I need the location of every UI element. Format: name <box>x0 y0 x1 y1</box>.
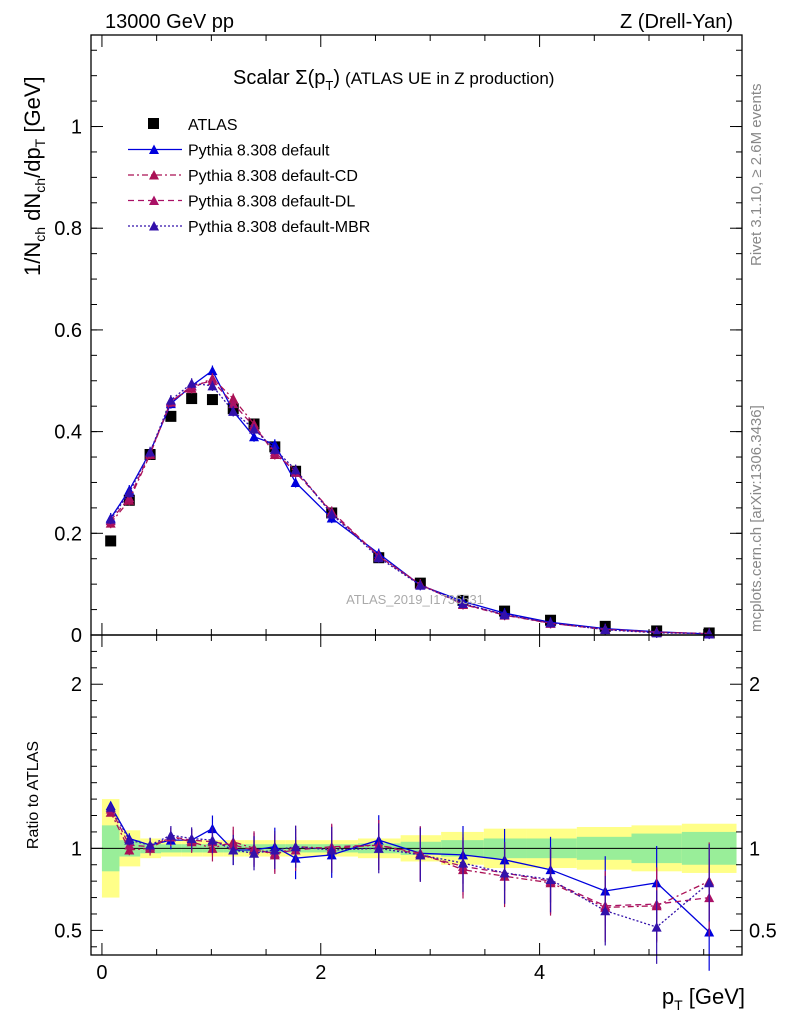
data-point <box>145 446 156 457</box>
plot-frame <box>90 634 743 956</box>
legend-label: ATLAS <box>188 117 238 134</box>
legend-marker <box>148 118 159 129</box>
y-tick-label: 0.8 <box>54 218 82 240</box>
y-tick-label: 0.5 <box>54 920 82 942</box>
legend-marker <box>149 144 159 154</box>
series-mbr <box>105 802 715 964</box>
data-point <box>165 830 176 840</box>
y-tick-label: 2 <box>71 674 82 696</box>
data-point <box>206 394 218 406</box>
data-point <box>290 464 301 475</box>
data-point <box>415 849 426 860</box>
data-point <box>326 508 337 519</box>
data-point <box>269 444 280 454</box>
data-point <box>326 844 337 855</box>
y-tick-label: 0 <box>71 625 82 647</box>
data-point <box>145 840 156 850</box>
data-point <box>545 874 556 885</box>
legend-label: Pythia 8.308 default-CD <box>188 168 358 185</box>
data-point <box>186 833 197 843</box>
data-point <box>124 487 135 498</box>
main-y-axis-label: 1/Nch dNch/dpT [GeV] <box>20 76 48 276</box>
data-point <box>600 624 611 635</box>
legend-entry-cd: Pythia 8.308 default-CD <box>128 168 358 185</box>
data-point <box>207 380 218 391</box>
legend-entry-default: Pythia 8.308 default <box>128 143 330 160</box>
mcplots-label: mcplots.cern.ch [arXiv:1306.3436] <box>748 405 765 632</box>
data-point <box>124 835 135 845</box>
data-point <box>186 378 197 388</box>
data-point <box>165 410 177 422</box>
data-point <box>269 844 280 855</box>
header-left: 13000 GeV pp <box>105 11 234 33</box>
data-point <box>105 514 116 524</box>
data-point <box>186 393 198 405</box>
x-axis-label: pT [GeV] <box>662 984 745 1013</box>
data-point <box>651 922 662 932</box>
data-point <box>458 858 468 868</box>
data-point <box>228 844 239 855</box>
data-point <box>269 439 280 449</box>
data-point <box>105 535 117 547</box>
data-point <box>499 609 510 620</box>
ratio-y-axis-label: Ratio to ATLAS <box>25 741 42 849</box>
rivet-label: Rivet 3.1.10, ≥ 2.6M events <box>748 84 765 267</box>
data-point <box>545 617 556 628</box>
y-tick-label: 0.2 <box>54 523 82 545</box>
data-point <box>373 843 384 853</box>
y-tick-label: 0.6 <box>54 320 82 342</box>
data-point <box>228 393 239 404</box>
data-point <box>228 406 239 416</box>
data-point <box>373 552 384 563</box>
legend-label: Pythia 8.308 default <box>188 143 330 160</box>
legend-entry-data: ATLAS <box>148 117 238 134</box>
legend-label: Pythia 8.308 default-DL <box>188 194 355 211</box>
data-point <box>600 905 611 916</box>
legend-entry-dl: Pythia 8.308 default-DL <box>128 194 355 211</box>
y-tick-label: 1 <box>71 117 82 139</box>
data-point <box>499 867 510 878</box>
data-point <box>165 395 176 405</box>
data-point <box>249 431 260 442</box>
y-tick-label: 0.4 <box>54 422 82 444</box>
data-point <box>105 802 116 812</box>
data-point <box>207 835 218 845</box>
legend-marker <box>149 221 159 231</box>
data-point <box>458 598 468 608</box>
analysis-watermark: ATLAS_2019_I1736531 <box>346 592 484 607</box>
data-point <box>290 477 301 487</box>
series-default <box>105 800 715 971</box>
x-tick-label: 0 <box>96 962 107 984</box>
header-right: Z (Drell-Yan) <box>620 11 733 33</box>
data-point <box>290 841 301 852</box>
legend-marker <box>149 170 159 180</box>
data-point <box>415 580 426 590</box>
y-tick-label-right: 1 <box>749 838 760 860</box>
x-tick-label: 4 <box>534 962 545 984</box>
legend-marker <box>149 195 159 205</box>
series-dl <box>105 803 715 941</box>
y-tick-label-right: 0.5 <box>749 920 777 942</box>
legend: ATLAS Pythia 8.308 default Pythia 8.308 de… <box>128 117 370 236</box>
legend-entry-mbr: Pythia 8.308 default-MBR <box>128 219 370 236</box>
data-point <box>207 375 218 386</box>
ratio-panel: 0.5 0.5 1 1 2 2 0 2 4 <box>54 634 777 984</box>
data-point <box>228 398 239 409</box>
main-title: Scalar Σ(pT) (ATLAS UE in Z production) <box>233 67 554 93</box>
legend-label: Pythia 8.308 default-MBR <box>188 219 370 236</box>
data-point <box>704 877 715 888</box>
data-point <box>249 848 260 858</box>
data-point <box>207 365 218 376</box>
y-tick-label-right: 2 <box>749 674 760 696</box>
x-tick-label: 2 <box>315 962 326 984</box>
data-point <box>249 424 260 434</box>
y-tick-label: 1 <box>71 838 82 860</box>
